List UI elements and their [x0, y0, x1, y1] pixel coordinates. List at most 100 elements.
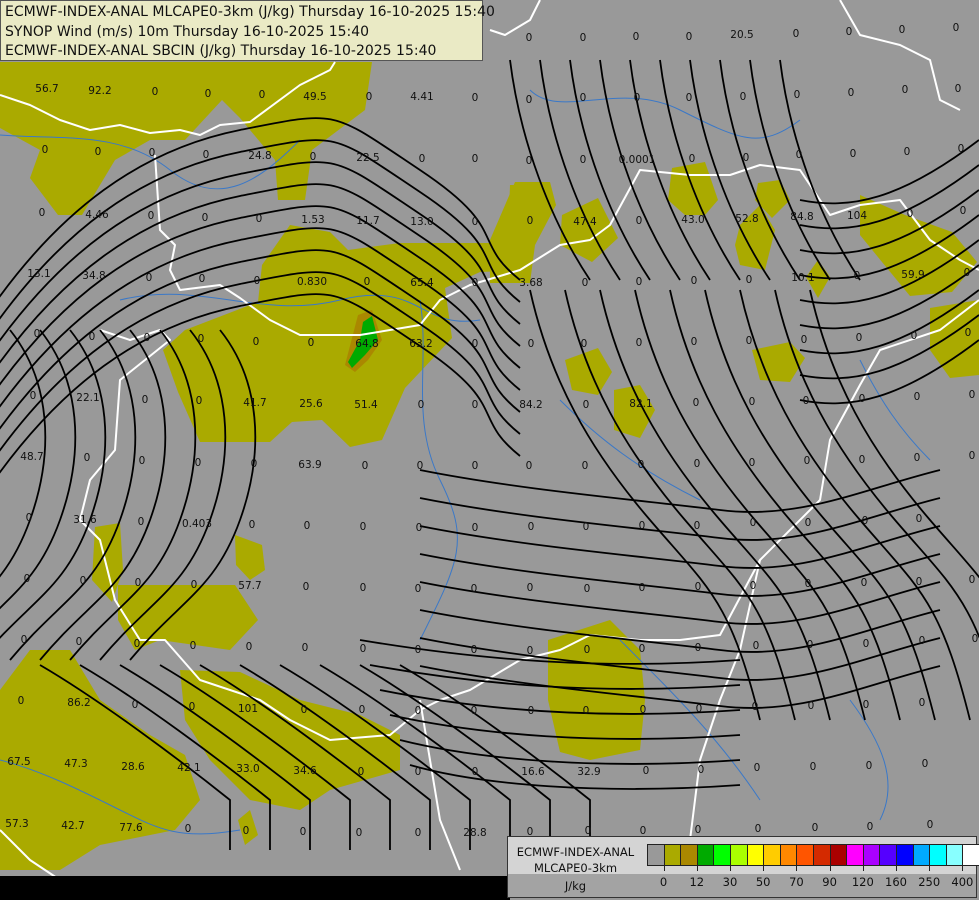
station-value: 0	[472, 338, 479, 350]
station-value: 0	[310, 151, 317, 163]
streamline	[379, 689, 741, 715]
station-value: 63.2	[409, 338, 432, 350]
station-value: 0	[695, 581, 702, 593]
station-value: 0	[42, 144, 49, 156]
station-value: 16.6	[521, 766, 545, 778]
cape-area	[930, 300, 979, 378]
legend-swatch	[763, 844, 781, 866]
station-value: 0	[472, 216, 479, 228]
legend-swatch	[896, 844, 914, 866]
station-value: 4.41	[410, 91, 433, 103]
border-line	[419, 699, 461, 871]
station-value: 0	[198, 333, 205, 345]
color-legend: ECMWF-INDEX-ANAL MLCAPE0-3km J/kg 0 12 30 5…	[507, 836, 979, 898]
station-value: 63.9	[298, 459, 321, 471]
streamline	[39, 664, 231, 850]
river	[419, 299, 458, 641]
station-value: 0	[527, 582, 534, 594]
station-value: 0	[636, 215, 643, 227]
border-line	[0, 829, 61, 881]
station-value: 0	[580, 154, 587, 166]
streamline	[799, 214, 979, 280]
streamline	[799, 139, 979, 205]
station-value: 0	[138, 516, 145, 528]
streamline	[39, 329, 167, 661]
station-value: 0	[472, 460, 479, 472]
station-value: 22.5	[356, 152, 379, 164]
river	[849, 699, 889, 821]
station-value: 57.7	[238, 580, 261, 592]
streamline	[0, 329, 47, 578]
station-value: 0	[640, 825, 647, 837]
station-value: 0	[749, 457, 756, 469]
station-value: 47.3	[64, 758, 87, 770]
station-value: 0	[848, 87, 855, 99]
station-value: 0	[749, 396, 756, 408]
streamline	[419, 553, 941, 597]
streamline	[539, 59, 621, 281]
station-value: 64.8	[355, 338, 378, 350]
station-value: 0	[899, 24, 906, 36]
legend-swatch	[945, 844, 964, 866]
streamline	[0, 329, 107, 639]
streamline	[669, 289, 901, 721]
station-value: 0	[580, 32, 587, 44]
streamline	[0, 117, 521, 298]
legend-swatch	[829, 844, 848, 866]
legend-swatch	[746, 844, 765, 866]
station-value: 0	[89, 331, 96, 343]
station-value: 32.9	[577, 766, 600, 778]
station-value: 0	[693, 397, 700, 409]
river	[619, 639, 761, 801]
station-value: 0	[919, 635, 926, 647]
station-value: 0	[955, 83, 962, 95]
station-value: 0	[581, 338, 588, 350]
station-value: 0	[914, 391, 921, 403]
streamline	[119, 664, 311, 850]
station-value: 0	[472, 399, 479, 411]
streamline	[704, 289, 936, 721]
map-edge-strip	[0, 876, 510, 900]
streamline	[564, 289, 796, 721]
station-value: 0	[636, 337, 643, 349]
station-value: 0	[304, 520, 311, 532]
station-value: 0	[691, 336, 698, 348]
legend-tick-label: 160	[885, 875, 907, 889]
station-value: 0	[916, 576, 923, 588]
streamline	[779, 59, 861, 281]
streamline	[659, 59, 741, 281]
legend-tick	[929, 866, 931, 871]
river	[0, 759, 241, 835]
legend-swatch	[730, 844, 748, 866]
cape-area	[548, 620, 645, 760]
station-value: 0	[953, 22, 960, 34]
country-borders	[0, 0, 979, 881]
station-value: 0	[132, 699, 139, 711]
station-value: 0	[471, 583, 478, 595]
station-value: 0	[364, 276, 371, 288]
station-value: 0	[249, 519, 256, 531]
border-line	[689, 559, 761, 841]
station-value: 0	[640, 704, 647, 716]
streamline	[799, 239, 979, 305]
legend-tick-label: 12	[689, 875, 705, 889]
station-value: 0	[528, 338, 535, 350]
streamline	[399, 739, 741, 765]
streamline	[0, 139, 521, 320]
river	[0, 134, 301, 190]
legend-swatch	[962, 844, 979, 866]
station-value: 0	[969, 574, 976, 586]
rivers	[0, 89, 931, 835]
station-value: 34.6	[293, 765, 317, 777]
station-value: 0	[636, 276, 643, 288]
station-value: 0	[417, 460, 424, 472]
station-value: 0	[527, 215, 534, 227]
station-value: 0	[755, 823, 762, 835]
legend-tick-label: 90	[822, 875, 837, 889]
station-value: 0	[633, 31, 640, 43]
station-value: 0	[196, 395, 203, 407]
station-value: 0	[191, 579, 198, 591]
station-value: 0	[199, 273, 206, 285]
station-value: 0	[134, 638, 141, 650]
